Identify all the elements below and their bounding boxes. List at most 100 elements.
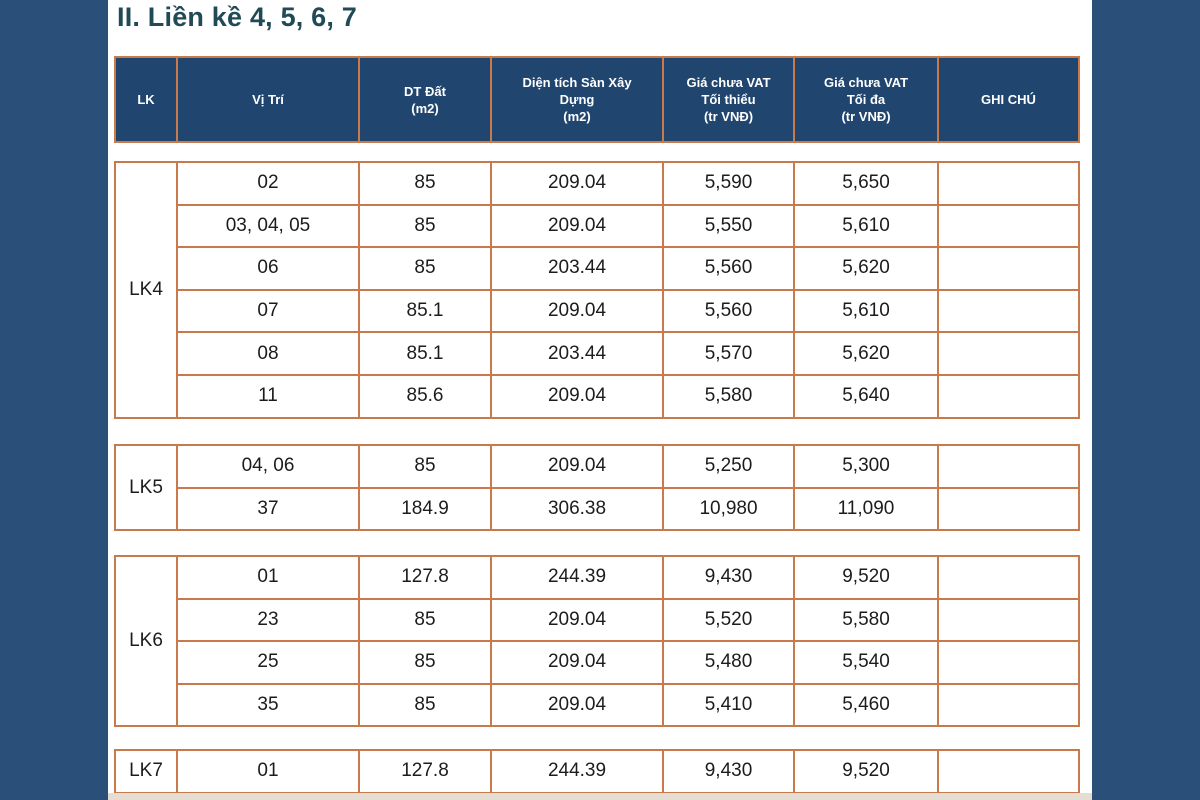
- ghi-chu-cell: [937, 555, 1080, 600]
- dt-dat-cell: 85: [358, 682, 492, 728]
- bottom-strip: [108, 793, 1092, 800]
- gia-toi-thieu-cell: 10,980: [662, 486, 795, 532]
- vi-tri-cell: 23: [176, 597, 360, 643]
- ghi-chu-cell: [937, 373, 1080, 419]
- vi-tri-cell: 03, 04, 05: [176, 203, 360, 249]
- ghi-chu-cell: [937, 246, 1080, 291]
- gia-toi-da-cell: 11,090: [793, 486, 939, 532]
- ghi-chu-cell: [937, 682, 1080, 728]
- dien-tich-san-cell: 203.44: [490, 246, 664, 291]
- table-row: 07 85.1 209.04 5,560 5,610: [115, 288, 1080, 334]
- lk-cell: LK6: [114, 554, 178, 728]
- ghi-chu-cell: [937, 331, 1080, 376]
- dt-dat-cell: 85.1: [358, 331, 492, 376]
- col-dien-tich-san-header: Diện tích Sàn Xây Dựng (m2): [490, 56, 664, 143]
- gia-toi-thieu-cell: 5,580: [662, 373, 795, 419]
- dien-tich-san-cell: 209.04: [490, 640, 664, 685]
- vi-tri-cell: 01: [176, 555, 360, 600]
- table-row: LK4 02 85 209.04 5,590 5,650: [114, 161, 1080, 419]
- col-gia-toi-thieu-header: Giá chưa VAT Tối thiểu (tr VNĐ): [662, 56, 795, 143]
- dt-dat-cell: 184.9: [358, 486, 492, 532]
- vi-tri-cell: 07: [176, 288, 360, 334]
- ghi-chu-cell: [937, 749, 1080, 794]
- group-lk5: LK5 04, 06 85 209.04 5,250 5,300 37 184.9 306.38…: [114, 443, 1080, 532]
- gia-toi-thieu-cell: 5,590: [662, 161, 795, 206]
- gia-toi-da-cell: 5,620: [793, 246, 939, 291]
- ghi-chu-cell: [937, 444, 1080, 489]
- dt-dat-cell: 85: [358, 597, 492, 643]
- dien-tich-san-cell: 209.04: [490, 373, 664, 419]
- vi-tri-cell: 37: [176, 486, 360, 532]
- vi-tri-cell: 04, 06: [176, 444, 360, 489]
- vi-tri-cell: 08: [176, 331, 360, 376]
- section-title: II. Liền kề 4, 5, 6, 7: [117, 2, 358, 32]
- dien-tich-san-cell: 244.39: [490, 555, 664, 600]
- lk-cell: LK4: [114, 161, 178, 419]
- lk-cell: LK7: [114, 749, 178, 794]
- gia-toi-thieu-cell: 9,430: [662, 555, 795, 600]
- dien-tich-san-cell: 203.44: [490, 331, 664, 376]
- price-sheet: II. Liền kề 4, 5, 6, 7 LK Vị Trí DT Đất (m2…: [108, 0, 1092, 800]
- vi-tri-cell: 06: [176, 246, 360, 291]
- gia-toi-da-cell: 5,460: [793, 682, 939, 728]
- table-row: 03, 04, 05 85 209.04 5,550 5,610: [115, 203, 1080, 249]
- gia-toi-thieu-cell: 5,550: [662, 203, 795, 249]
- col-ghi-chu-header: GHI CHÚ: [937, 56, 1080, 143]
- dien-tich-san-cell: 209.04: [490, 161, 664, 206]
- lk-cell: LK5: [114, 443, 178, 532]
- table-row: LK6 01 127.8 244.39 9,430 9,520: [114, 554, 1080, 728]
- table-row: LK7 01 127.8 244.39 9,430 9,520: [114, 749, 1080, 794]
- dt-dat-cell: 127.8: [358, 555, 492, 600]
- ghi-chu-cell: [937, 203, 1080, 249]
- ghi-chu-cell: [937, 486, 1080, 532]
- group-lk4: LK4 02 85 209.04 5,590 5,650 03, 04, 05 85 209.0…: [114, 161, 1080, 419]
- vi-tri-cell: 25: [176, 640, 360, 685]
- dien-tich-san-cell: 209.04: [490, 203, 664, 249]
- vi-tri-cell: 35: [176, 682, 360, 728]
- table-row: 08 85.1 203.44 5,570 5,620: [115, 331, 1080, 376]
- gia-toi-da-cell: 9,520: [793, 749, 939, 794]
- gia-toi-da-cell: 5,640: [793, 373, 939, 419]
- dt-dat-cell: 85: [358, 640, 492, 685]
- dien-tich-san-cell: 209.04: [490, 597, 664, 643]
- gia-toi-thieu-cell: 5,480: [662, 640, 795, 685]
- dt-dat-cell: 85.1: [358, 288, 492, 334]
- vi-tri-cell: 11: [176, 373, 360, 419]
- dt-dat-cell: 85: [358, 246, 492, 291]
- table-row: 35 85 209.04 5,410 5,460: [115, 682, 1080, 728]
- group-lk6: LK6 01 127.8 244.39 9,430 9,520 23 85 209.04 5,52…: [114, 554, 1080, 728]
- gia-toi-da-cell: 5,610: [793, 288, 939, 334]
- gia-toi-da-cell: 5,300: [793, 444, 939, 489]
- dien-tich-san-cell: 306.38: [490, 486, 664, 532]
- gia-toi-thieu-cell: 5,560: [662, 246, 795, 291]
- table-row: 06 85 203.44 5,560 5,620: [115, 246, 1080, 291]
- gia-toi-da-cell: 5,580: [793, 597, 939, 643]
- table-row: 25 85 209.04 5,480 5,540: [115, 640, 1080, 685]
- col-vi-tri-header: Vị Trí: [176, 56, 360, 143]
- group-lk7: LK7 01 127.8 244.39 9,430 9,520: [114, 749, 1080, 794]
- dien-tich-san-cell: 209.04: [490, 682, 664, 728]
- gia-toi-thieu-cell: 5,570: [662, 331, 795, 376]
- ghi-chu-cell: [937, 288, 1080, 334]
- col-lk-header: LK: [114, 56, 178, 143]
- gia-toi-da-cell: 5,620: [793, 331, 939, 376]
- table-row: 37 184.9 306.38 10,980 11,090: [115, 486, 1080, 532]
- gia-toi-da-cell: 5,610: [793, 203, 939, 249]
- gia-toi-da-cell: 5,540: [793, 640, 939, 685]
- dien-tich-san-cell: 244.39: [490, 749, 664, 794]
- dien-tich-san-cell: 209.04: [490, 288, 664, 334]
- gia-toi-thieu-cell: 5,560: [662, 288, 795, 334]
- gia-toi-thieu-cell: 5,520: [662, 597, 795, 643]
- gia-toi-da-cell: 5,650: [793, 161, 939, 206]
- table-row: 23 85 209.04 5,520 5,580: [115, 597, 1080, 643]
- dt-dat-cell: 85: [358, 203, 492, 249]
- gia-toi-thieu-cell: 9,430: [662, 749, 795, 794]
- dt-dat-cell: 85: [358, 161, 492, 206]
- col-gia-toi-da-header: Giá chưa VAT Tối đa (tr VNĐ): [793, 56, 939, 143]
- ghi-chu-cell: [937, 161, 1080, 206]
- gia-toi-thieu-cell: 5,410: [662, 682, 795, 728]
- col-dt-dat-header: DT Đất (m2): [358, 56, 492, 143]
- ghi-chu-cell: [937, 640, 1080, 685]
- dien-tich-san-cell: 209.04: [490, 444, 664, 489]
- ghi-chu-cell: [937, 597, 1080, 643]
